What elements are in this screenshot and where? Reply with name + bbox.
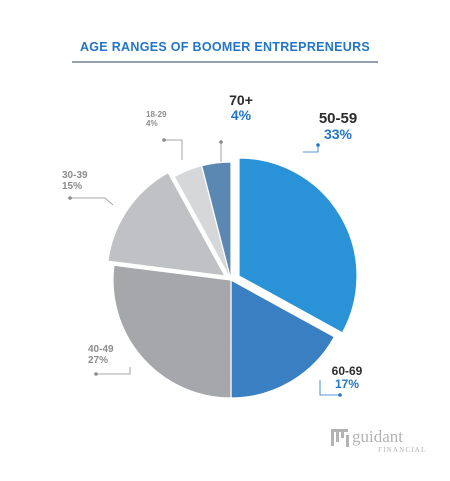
leader-50-59 [303, 145, 319, 153]
slice-value-40-49: 27% [88, 355, 108, 366]
slice-label-60-69: 60-69 [332, 364, 363, 378]
logo-name: guidant [352, 427, 403, 446]
slice-value-60-69: 17% [335, 377, 359, 391]
leader-60-69 [319, 380, 340, 396]
slice-50-59 [238, 157, 358, 334]
slice-label-40-49: 40-49 [88, 344, 114, 355]
leader-dot-60-69 [338, 393, 342, 397]
slice-40-49 [112, 264, 232, 399]
logo-sub: FINANCIAL [378, 446, 427, 454]
slice-value-50-59: 33% [324, 126, 353, 142]
leader-18-29 [164, 139, 183, 160]
chart-title: AGE RANGES OF BOOMER ENTREPRENEURS [80, 40, 370, 54]
leader-30-39 [70, 197, 114, 206]
leader-40-49 [96, 367, 131, 375]
slice-label-70+: 70+ [229, 92, 253, 108]
slice-label-18-29: 18-29 [146, 110, 167, 119]
logo-mark-icon [331, 429, 349, 447]
slice-value-70+: 4% [231, 107, 252, 123]
slice-70+ [200, 161, 232, 281]
leader-dot-30-39 [68, 196, 72, 200]
slice-value-30-39: 15% [62, 181, 82, 192]
slice-labels: 50-5933%60-6917%40-4927%30-3915%18-294%7… [62, 92, 363, 391]
leader-dot-70+ [219, 140, 223, 144]
label-leaders [68, 138, 342, 397]
leader-dot-50-59 [316, 143, 320, 147]
slice-value-18-29: 4% [146, 119, 158, 128]
slice-60-69 [230, 278, 336, 399]
slice-30-39 [107, 171, 227, 277]
leader-dot-18-29 [162, 138, 166, 142]
leader-dot-40-49 [94, 372, 98, 376]
guidant-logo: guidant FINANCIAL [331, 427, 427, 454]
slice-label-50-59: 50-59 [319, 110, 357, 127]
slice-label-30-39: 30-39 [62, 170, 88, 181]
pie-slices [107, 157, 358, 399]
